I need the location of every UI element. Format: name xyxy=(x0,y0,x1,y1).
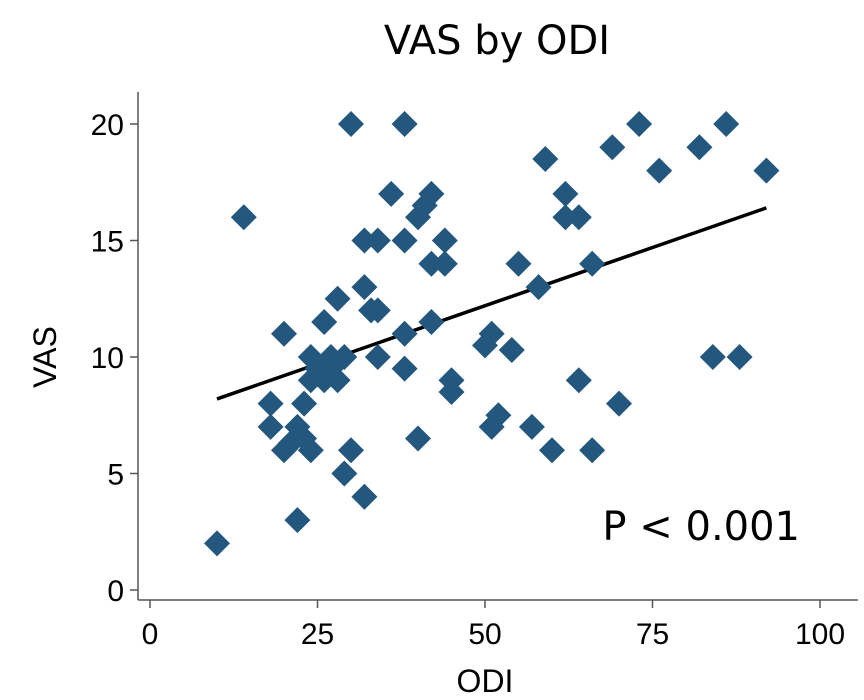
data-point xyxy=(338,437,364,464)
data-point xyxy=(391,355,418,382)
data-point xyxy=(565,367,592,394)
data-point xyxy=(230,204,257,231)
data-point xyxy=(257,390,284,417)
data-point xyxy=(391,111,418,137)
x-tick-label: 75 xyxy=(636,618,669,651)
data-point xyxy=(297,437,324,464)
data-point xyxy=(331,460,358,487)
data-point xyxy=(364,344,391,370)
x-axis-label: ODI xyxy=(457,663,514,699)
data-point xyxy=(271,320,297,347)
data-point xyxy=(324,367,351,394)
y-axis-label: VAS xyxy=(27,326,63,388)
data-point xyxy=(405,425,431,452)
y-tick-label: 0 xyxy=(107,575,124,608)
data-point xyxy=(626,111,653,137)
data-point xyxy=(351,274,378,301)
data-point xyxy=(713,111,740,137)
data-point xyxy=(331,344,358,370)
data-point xyxy=(525,274,552,301)
data-point xyxy=(552,180,579,207)
data-point xyxy=(284,507,311,534)
data-point xyxy=(418,180,445,207)
y-tick-label: 5 xyxy=(107,459,124,492)
data-point xyxy=(431,227,458,254)
data-point xyxy=(552,204,579,231)
fit-line xyxy=(216,206,767,401)
x-tick-label: 25 xyxy=(301,618,334,651)
data-point xyxy=(478,320,505,347)
data-point xyxy=(498,337,525,364)
data-point xyxy=(606,390,632,417)
x-tick-label: 100 xyxy=(795,618,845,651)
data-point xyxy=(391,320,418,347)
chart-title: VAS by ODI xyxy=(384,18,610,64)
data-point xyxy=(391,227,418,254)
data-point xyxy=(431,250,458,277)
data-point xyxy=(599,134,626,161)
data-point xyxy=(378,180,405,207)
data-point xyxy=(485,402,512,429)
x-tick-label: 50 xyxy=(468,618,501,651)
data-point xyxy=(565,204,592,231)
x-tick-label: 0 xyxy=(142,618,159,651)
p-value-annotation: P < 0.001 xyxy=(602,504,800,550)
y-tick-label: 15 xyxy=(91,226,124,259)
data-point xyxy=(579,437,606,464)
data-point xyxy=(351,227,378,254)
data-point xyxy=(539,437,565,464)
data-point xyxy=(726,344,753,370)
data-point xyxy=(324,285,351,312)
data-point xyxy=(291,390,318,417)
data-points xyxy=(204,111,780,557)
data-point xyxy=(351,483,378,510)
data-point xyxy=(418,309,445,336)
data-point xyxy=(505,250,532,277)
data-point xyxy=(257,413,284,440)
data-point xyxy=(699,344,726,370)
data-point xyxy=(438,378,465,405)
y-tick-label: 10 xyxy=(91,342,124,375)
data-point xyxy=(646,157,673,184)
data-point xyxy=(686,134,713,161)
data-point xyxy=(311,309,338,336)
data-point xyxy=(418,250,445,277)
data-point xyxy=(364,297,391,324)
data-point xyxy=(364,227,391,254)
data-point xyxy=(532,145,559,172)
data-point xyxy=(204,530,230,557)
data-point xyxy=(753,157,780,184)
axes: 0 5 10 15 20 0 25 50 75 100 xyxy=(91,92,858,651)
data-point xyxy=(338,111,364,137)
data-point xyxy=(579,250,606,277)
y-tick-label: 20 xyxy=(91,109,124,142)
data-point xyxy=(518,413,545,440)
fit-line-layer xyxy=(216,206,767,401)
